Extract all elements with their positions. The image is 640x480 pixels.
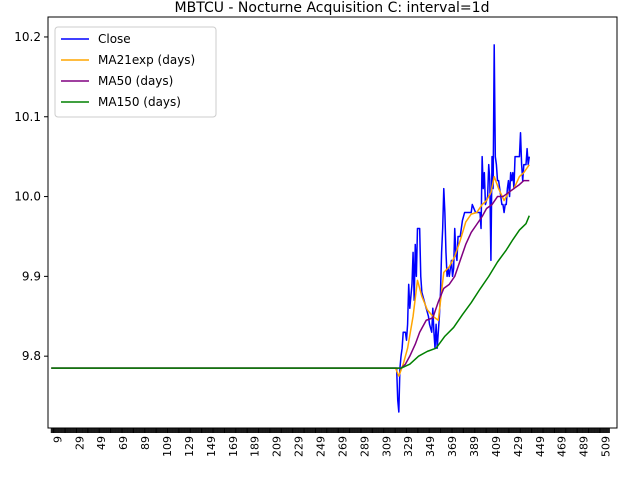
x-tick-label: 309 <box>380 436 393 457</box>
legend-entry: MA150 (days) <box>98 95 181 109</box>
x-tick-label: 389 <box>468 436 481 457</box>
x-tick-label: 469 <box>556 436 569 457</box>
x-tick-label: 449 <box>534 436 547 457</box>
plot-frame <box>47 16 618 429</box>
y-tick-label: 9.9 <box>22 269 41 283</box>
x-tick-label: 109 <box>161 436 174 457</box>
y-axis: 9.8 9.9 10.0 10.1 10.2 <box>14 30 48 363</box>
y-tick-label: 9.8 <box>22 349 41 363</box>
x-tick-label: 249 <box>314 436 327 457</box>
x-tick-label: 129 <box>183 436 196 457</box>
x-minor-ticks <box>50 428 610 433</box>
legend: Close MA21exp (days) MA50 (days) MA150 (day… <box>54 26 217 118</box>
x-tick-label: 329 <box>402 436 415 457</box>
series-line-1 <box>51 164 530 377</box>
series-line-2 <box>51 179 530 369</box>
series-line-3 <box>51 215 530 369</box>
x-tick-label: 489 <box>578 436 591 457</box>
y-tick-label: 10.2 <box>14 30 41 44</box>
legend-entry: MA50 (days) <box>98 74 173 88</box>
y-tick-label: 10.1 <box>14 110 41 124</box>
x-tick-label: 149 <box>205 436 218 457</box>
x-tick-label: 289 <box>358 436 371 457</box>
chart-title: MBTCU - Nocturne Acquisition C: interval… <box>175 0 490 16</box>
x-tick-label: 369 <box>446 436 459 457</box>
series-layer <box>51 44 531 413</box>
x-axis: 9 29 49 69 89 109 129 149 169 189 209 229 249 269 289 3… <box>50 428 613 457</box>
x-tick-label: 89 <box>139 436 152 450</box>
y-tick-label: 10.0 <box>14 190 41 204</box>
legend-entry: Close <box>98 32 131 46</box>
x-tick-label: 429 <box>512 436 525 457</box>
x-tick-label: 269 <box>336 436 349 457</box>
legend-entry: MA21exp (days) <box>98 53 195 67</box>
legend-box <box>54 26 217 118</box>
x-tick-label: 209 <box>271 436 284 457</box>
x-tick-label: 9 <box>51 436 64 443</box>
x-tick-label: 49 <box>95 436 108 450</box>
x-tick-label: 29 <box>73 436 86 450</box>
x-tick-label: 409 <box>490 436 503 457</box>
x-tick-label: 189 <box>249 436 262 457</box>
x-tick-label: 349 <box>424 436 437 457</box>
x-tick-label: 509 <box>600 436 613 457</box>
x-tick-label: 229 <box>293 436 306 457</box>
x-tick-label: 169 <box>227 436 240 457</box>
x-tick-label: 69 <box>117 436 130 450</box>
